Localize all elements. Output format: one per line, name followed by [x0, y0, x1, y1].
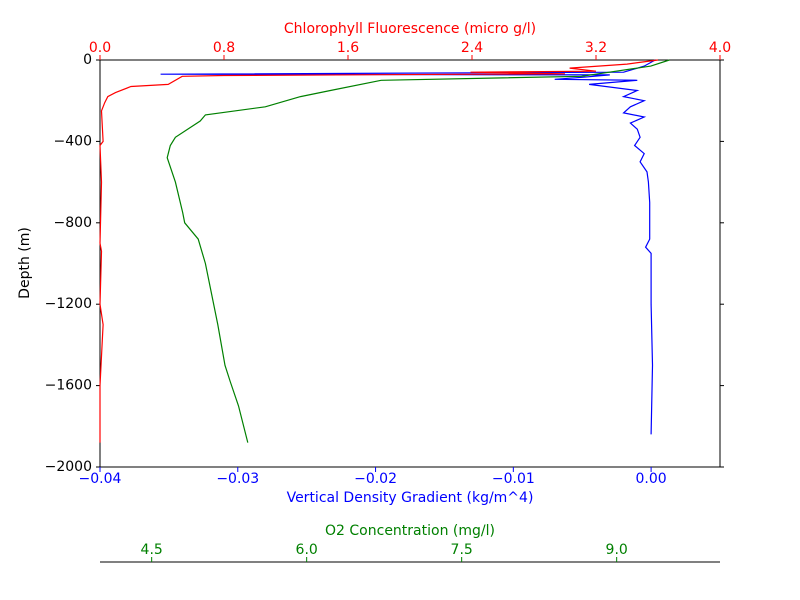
y-axis-label: Depth (m)	[17, 227, 33, 299]
x-tick-label: 3.2	[585, 40, 607, 56]
y-tick-label: −400	[54, 133, 92, 149]
y-tick-label: −2000	[45, 459, 92, 475]
x-tick-label: 2.4	[461, 40, 483, 56]
x-tick-label: −0.03	[216, 471, 259, 487]
x-tick-label: 0.0	[89, 40, 111, 56]
series-line	[166, 59, 670, 443]
y-tick-label: −1200	[45, 296, 92, 312]
x-tick-label: 6.0	[296, 542, 318, 558]
plot-frame	[99, 59, 721, 468]
y-tick-label: −800	[54, 215, 92, 231]
series-line	[99, 59, 659, 443]
x-tick-label: 7.5	[451, 542, 473, 558]
y-tick-label: −1600	[45, 378, 92, 394]
x-tick-label: 0.8	[213, 40, 235, 56]
x-tick-label: 1.6	[337, 40, 359, 56]
y-tick-label: 0	[83, 52, 92, 68]
x-tick-label: −0.01	[492, 471, 535, 487]
x-axis-label: O2 Concentration (mg/l)	[325, 523, 495, 539]
x-tick-label: 4.5	[141, 542, 163, 558]
x-tick-label: 4.0	[709, 40, 731, 56]
x-axis-label: Vertical Density Gradient (kg/m^4)	[287, 490, 534, 506]
x-tick-label: −0.02	[354, 471, 397, 487]
x-tick-label: 0.00	[636, 471, 667, 487]
x-tick-label: 9.0	[606, 542, 628, 558]
x-tick-label: −0.04	[79, 471, 122, 487]
series-line	[160, 59, 656, 435]
x-axis-label: Chlorophyll Fluorescence (micro g/l)	[284, 21, 536, 37]
